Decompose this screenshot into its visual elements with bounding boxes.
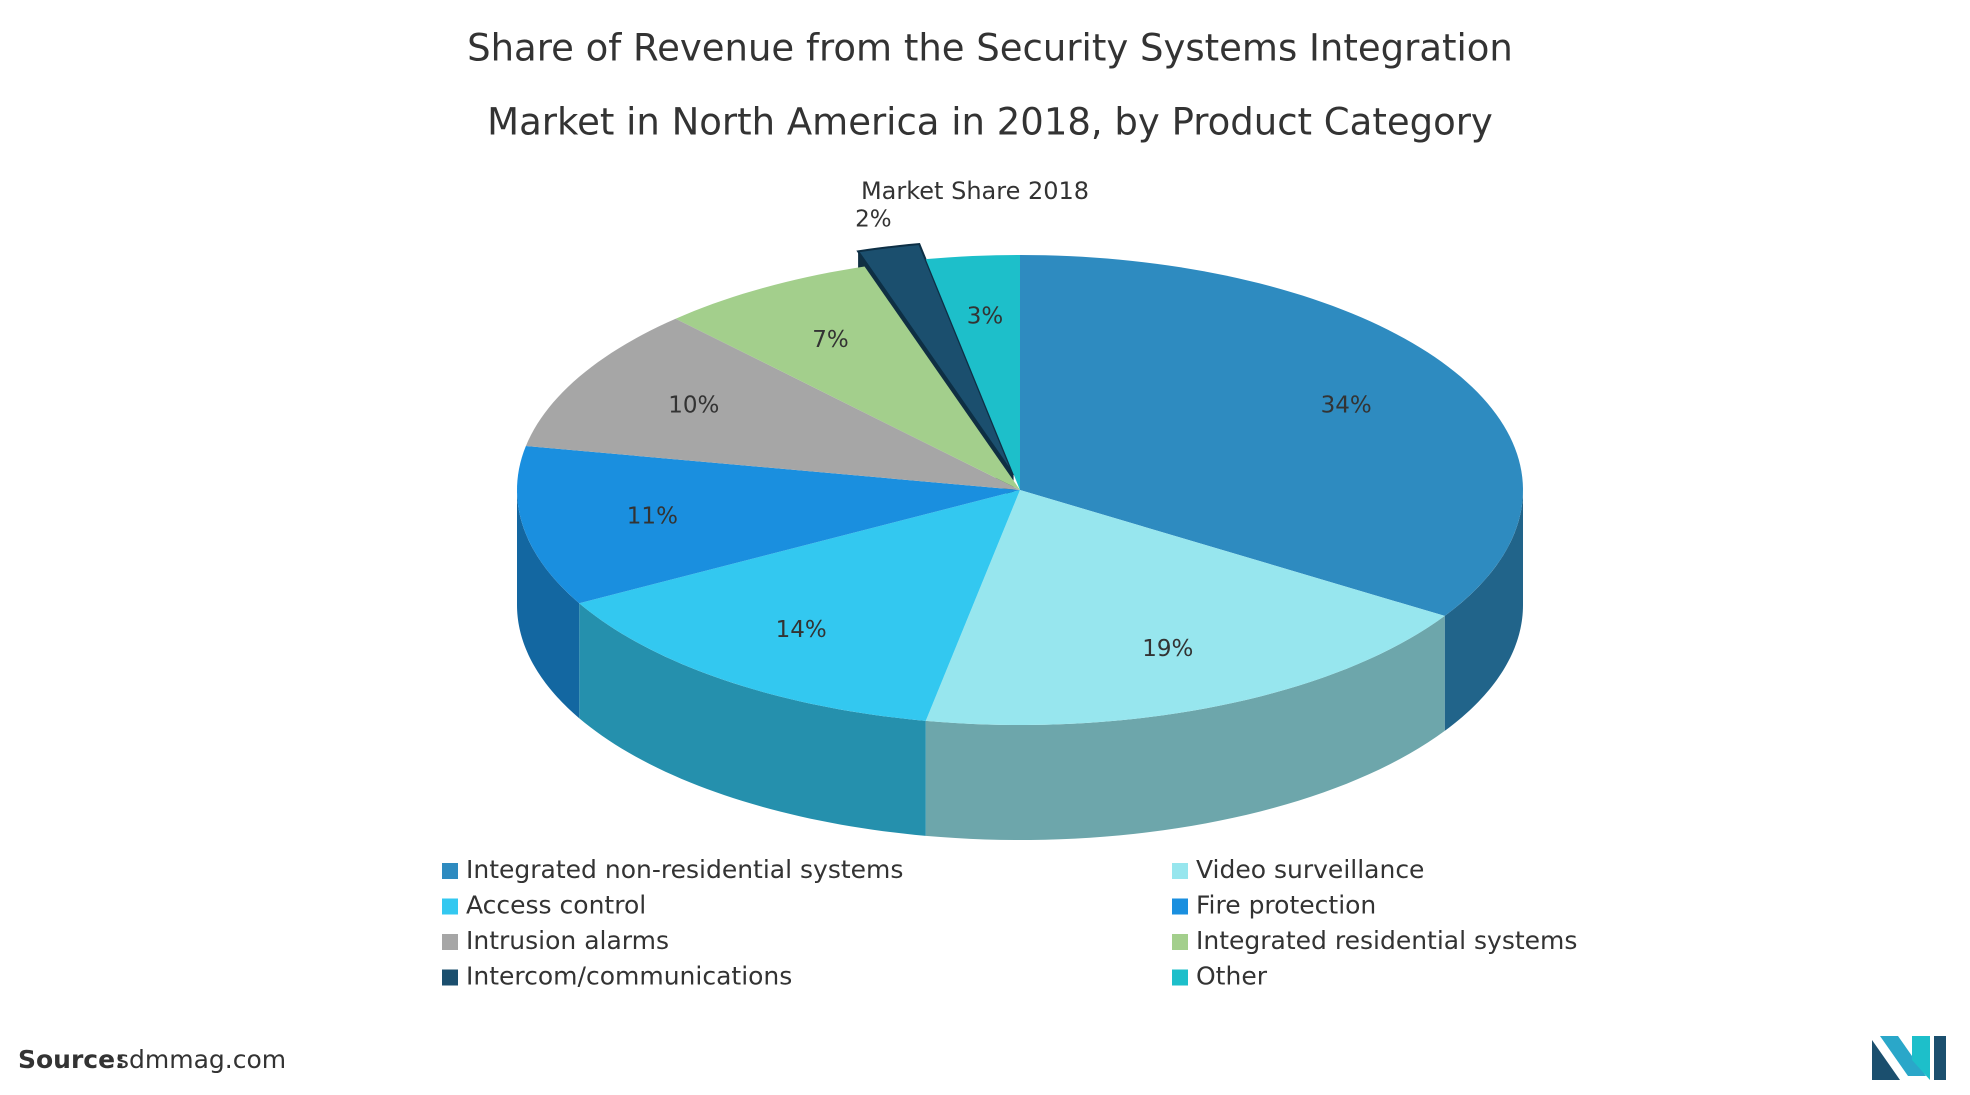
legend-swatch	[442, 898, 458, 915]
chart-title: Share of Revenue from the Security Syste…	[467, 27, 1513, 70]
legend-label: Fire protection	[1196, 891, 1376, 920]
legend-label: Video surveillance	[1196, 855, 1424, 884]
data-label: 7%	[812, 327, 849, 353]
slice	[925, 490, 1445, 725]
legend-label: Access control	[466, 891, 646, 920]
data-label: 34%	[1321, 393, 1372, 419]
pie-tops	[517, 242, 1523, 725]
legend-swatch	[442, 969, 458, 986]
legend-label: Other	[1196, 962, 1268, 991]
slice	[675, 266, 1020, 490]
slice-side	[517, 490, 580, 719]
slice	[856, 242, 1015, 476]
slice	[525, 318, 1020, 490]
legend-swatch	[1172, 934, 1188, 950]
legend-swatch	[1172, 969, 1188, 986]
legend-label: Integrated residential systems	[1196, 926, 1577, 955]
legend-swatch	[1172, 898, 1188, 915]
legend-swatch	[442, 934, 458, 950]
legend-label: Intrusion alarms	[466, 926, 669, 955]
source: sdmmag.com	[116, 1045, 286, 1074]
logo	[1872, 1036, 1946, 1080]
data-label: 19%	[1142, 636, 1193, 662]
source-label: Source:	[18, 1045, 125, 1074]
slice	[925, 255, 1020, 490]
legend-label: Integrated non-residential systems	[466, 855, 903, 884]
data-label: 3%	[967, 303, 1004, 329]
data-label: 11%	[627, 504, 678, 530]
slice	[579, 490, 1020, 721]
data-label: 10%	[668, 393, 719, 419]
data-label: 14%	[776, 617, 827, 643]
slice	[517, 445, 1020, 604]
chart-subtitle: Market Share 2018	[861, 177, 1089, 205]
data-label: 2%	[855, 206, 892, 232]
legend-label: Intercom/communications	[466, 962, 792, 991]
slice-side	[925, 615, 1445, 840]
legend-swatch	[1172, 863, 1188, 879]
slice-side	[579, 603, 926, 836]
legend-swatch	[442, 863, 458, 879]
slice-side	[1444, 490, 1523, 731]
chart-title: Market in North America in 2018, by Prod…	[487, 101, 1493, 144]
slice	[1020, 255, 1523, 616]
